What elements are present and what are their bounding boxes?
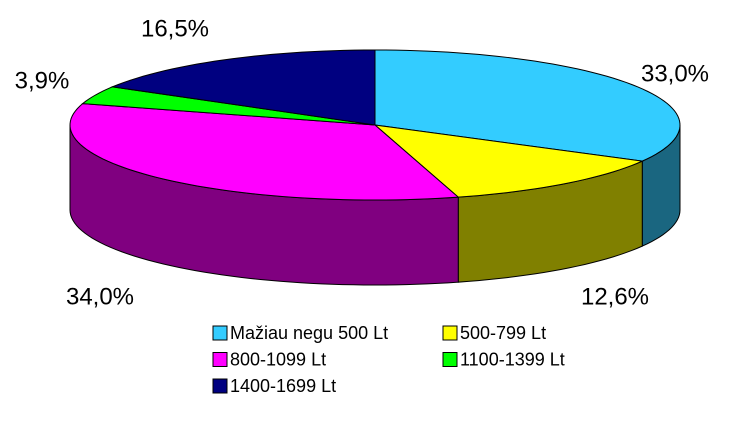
legend-swatch <box>212 378 228 394</box>
data-label: 33,0% <box>641 60 709 87</box>
legend-label: Mažiau negu 500 Lt <box>230 323 388 343</box>
data-label: 16,5% <box>141 15 209 42</box>
legend-label: 1100-1399 Lt <box>460 349 565 369</box>
legend-label: 800-1099 Lt <box>230 349 326 369</box>
pie-slice <box>110 49 376 126</box>
legend-label: 500-799 Lt <box>460 323 546 343</box>
pie-slice <box>373 124 645 198</box>
legend-swatch <box>442 325 458 341</box>
legend-swatch <box>212 352 228 367</box>
pie-slice <box>69 103 460 201</box>
legend-swatch <box>212 325 228 341</box>
data-label: 34,0% <box>66 283 134 310</box>
legend-swatch <box>442 352 458 367</box>
pie-slice <box>81 86 376 126</box>
legend-label: 1400-1699 Lt <box>230 376 336 396</box>
pie-slice <box>374 49 681 162</box>
data-label: 12,6% <box>581 283 649 310</box>
data-label: 3,9% <box>15 67 70 94</box>
